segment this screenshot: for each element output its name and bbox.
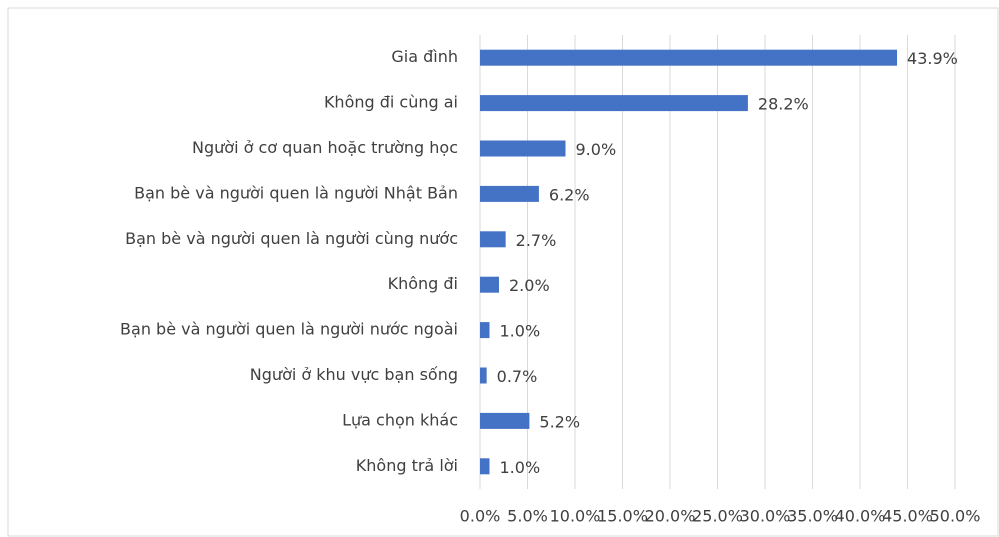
x-tick-label: 40.0% — [835, 507, 886, 526]
data-label: 6.2% — [549, 185, 590, 204]
bar — [480, 231, 506, 248]
y-tick-label: Bạn bè và người quen là người Nhật Bản — [134, 183, 458, 202]
data-label: 43.9% — [907, 49, 958, 68]
y-tick-label: Lựa chọn khác — [342, 410, 458, 429]
y-tick-label: Người ở khu vực bạn sống — [250, 365, 458, 384]
data-label: 2.0% — [509, 276, 550, 295]
x-tick-label: 30.0% — [740, 507, 791, 526]
data-label: 2.7% — [516, 231, 557, 250]
y-tick-label: Bạn bè và người quen là người cùng nước — [125, 229, 458, 248]
x-tick-label: 25.0% — [692, 507, 743, 526]
bar — [480, 367, 487, 384]
x-tick-label: 20.0% — [645, 507, 696, 526]
bar — [480, 95, 748, 112]
bar — [480, 412, 530, 429]
data-label: 5.2% — [539, 412, 580, 431]
y-tick-label: Người ở cơ quan hoặc trường học — [192, 138, 458, 157]
y-tick-label: Gia đình — [391, 47, 458, 66]
x-tick-label: 50.0% — [930, 507, 981, 526]
bar — [480, 185, 539, 202]
x-tick-label: 10.0% — [550, 507, 601, 526]
bar — [480, 49, 898, 66]
y-tick-label: Không trả lời — [356, 456, 458, 475]
x-tick-label: 0.0% — [460, 507, 501, 526]
x-tick-label: 5.0% — [507, 507, 548, 526]
data-label: 9.0% — [576, 140, 617, 159]
data-label: 1.0% — [500, 322, 541, 341]
bar — [480, 322, 490, 339]
y-tick-label: Bạn bè và người quen là người nước ngoài — [120, 320, 458, 339]
bar — [480, 276, 499, 293]
bar — [480, 458, 490, 475]
x-tick-label: 35.0% — [787, 507, 838, 526]
bar — [480, 140, 566, 157]
x-tick-label: 15.0% — [597, 507, 648, 526]
chart-frame — [7, 7, 999, 537]
data-label: 0.7% — [497, 367, 538, 386]
x-tick-label: 45.0% — [882, 507, 933, 526]
data-label: 1.0% — [500, 458, 541, 477]
data-label: 28.2% — [758, 95, 809, 114]
y-tick-label: Không đi cùng ai — [324, 93, 458, 112]
y-tick-label: Không đi — [388, 274, 458, 293]
